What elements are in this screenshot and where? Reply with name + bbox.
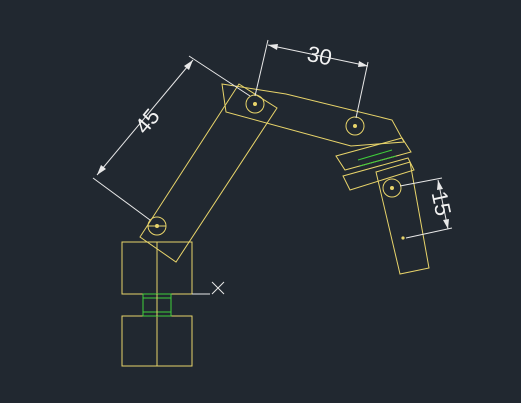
- wrist-plate-upper[interactable]: [335, 137, 412, 171]
- ext-line-elbow: [188, 55, 251, 97]
- dimension-upper-arm: 45: [92, 55, 251, 221]
- end-pin: [390, 186, 394, 190]
- arrow-15-start: [437, 180, 443, 190]
- ext-line-end-joint: [399, 177, 443, 187]
- arrow-45-end: [184, 60, 193, 70]
- wrist-coupling: [335, 137, 415, 191]
- base-assembly: [121, 241, 225, 367]
- dimension-forearm: 30: [254, 39, 369, 119]
- end-link: [375, 161, 430, 275]
- arrow-45-start: [97, 165, 106, 175]
- forearm-link: [221, 83, 405, 147]
- upper-arm-link: [139, 83, 278, 263]
- wrist-green-line-2: [359, 155, 397, 167]
- dim-label-45[interactable]: 45: [130, 104, 165, 139]
- ext-line-end-tip: [405, 227, 453, 239]
- wrist-joint[interactable]: [345, 116, 365, 136]
- arrow-15-end: [443, 219, 449, 229]
- end-joint[interactable]: [382, 178, 402, 198]
- end-tip-point: [401, 236, 405, 240]
- dim-line-45: [96, 59, 194, 176]
- wrist-pin: [353, 124, 357, 128]
- wrist-plate-lower[interactable]: [342, 157, 415, 191]
- dim-label-30[interactable]: 30: [305, 41, 334, 71]
- end-link-body[interactable]: [375, 161, 430, 275]
- arrow-30-end: [358, 61, 368, 67]
- dim-line-30: [267, 44, 369, 67]
- dimension-end-link: 15: [399, 177, 457, 239]
- wrist-green-line-1: [357, 149, 393, 161]
- forearm-body[interactable]: [221, 83, 405, 147]
- ext-line-wrist-top: [355, 61, 369, 119]
- upper-arm-body[interactable]: [139, 83, 278, 263]
- arrow-30-start: [268, 44, 278, 50]
- ext-line-shoulder: [92, 177, 151, 221]
- origin-x-marker: [211, 281, 225, 295]
- elbow-pin: [253, 102, 257, 106]
- ext-line-elbow-top: [254, 39, 269, 97]
- dim-label-15[interactable]: 15: [427, 189, 457, 218]
